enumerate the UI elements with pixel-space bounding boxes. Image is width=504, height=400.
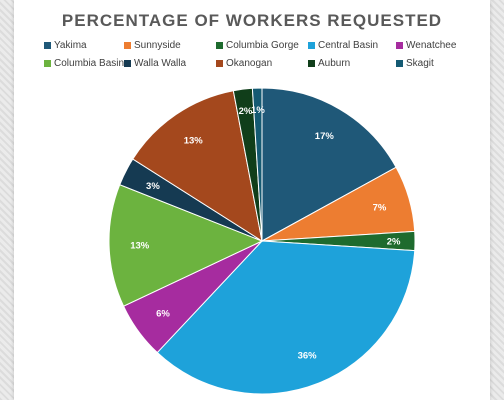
legend-item-yakima: Yakima xyxy=(44,40,124,51)
data-label-yakima: 17% xyxy=(315,131,335,142)
chart-legend: Yakima Sunnyside Columbia Gorge Central Bas… xyxy=(44,40,484,69)
legend-label: Auburn xyxy=(318,58,351,69)
legend-item-skagit: Skagit xyxy=(396,58,484,69)
legend-label: Wenatchee xyxy=(406,40,457,51)
data-label-okanogan: 13% xyxy=(184,135,204,146)
legend-item-wenatchee: Wenatchee xyxy=(396,40,484,51)
legend-item-columbia-basin: Columbia Basin xyxy=(44,58,124,69)
legend-swatch xyxy=(44,42,51,49)
data-label-columbia-basin: 13% xyxy=(130,240,150,251)
legend-item-columbia-gorge: Columbia Gorge xyxy=(216,40,308,51)
pie-slice-columbia-basin xyxy=(108,184,264,307)
data-label-sunnyside: 7% xyxy=(373,202,387,213)
pie-slice-skagit xyxy=(251,87,263,242)
legend-item-auburn: Auburn xyxy=(308,58,396,69)
legend-swatch xyxy=(396,42,403,49)
data-label-columbia-gorge: 2% xyxy=(387,237,401,248)
pie-slice-central-basin xyxy=(156,240,416,395)
legend-label: Sunnyside xyxy=(134,40,181,51)
legend-item-central-basin: Central Basin xyxy=(308,40,396,51)
legend-label: Skagit xyxy=(406,58,434,69)
legend-label: Walla Walla xyxy=(134,58,187,69)
legend-swatch xyxy=(308,60,315,67)
data-label-wenatchee: 6% xyxy=(156,308,170,319)
legend-swatch xyxy=(124,42,131,49)
legend-label: Columbia Gorge xyxy=(226,40,299,51)
pie-chart: 17%7%2%36%6%13%3%13%2%1% xyxy=(108,87,416,395)
legend-item-sunnyside: Sunnyside xyxy=(124,40,216,51)
pie-slice-okanogan xyxy=(132,90,263,243)
legend-swatch xyxy=(216,60,223,67)
legend-swatch xyxy=(216,42,223,49)
data-label-skagit: 1% xyxy=(251,105,265,116)
data-label-auburn: 2% xyxy=(239,106,253,117)
pie-slice-yakima xyxy=(261,87,397,242)
legend-swatch xyxy=(124,60,131,67)
legend-swatch xyxy=(44,60,51,67)
chart-title: PERCENTAGE OF WORKERS REQUESTED xyxy=(61,11,443,30)
legend-item-walla-walla: Walla Walla xyxy=(124,58,216,69)
legend-label: Central Basin xyxy=(318,40,379,51)
legend-swatch xyxy=(396,60,403,67)
legend-label: Columbia Basin xyxy=(54,58,125,69)
chart-card: PERCENTAGE OF WORKERS REQUESTED Yakima Su… xyxy=(14,0,490,400)
data-label-walla-walla: 3% xyxy=(146,181,160,192)
legend-label: Yakima xyxy=(54,40,87,51)
data-label-central-basin: 36% xyxy=(298,350,318,361)
legend-swatch xyxy=(308,42,315,49)
legend-item-okanogan: Okanogan xyxy=(216,58,308,69)
legend-label: Okanogan xyxy=(226,58,273,69)
